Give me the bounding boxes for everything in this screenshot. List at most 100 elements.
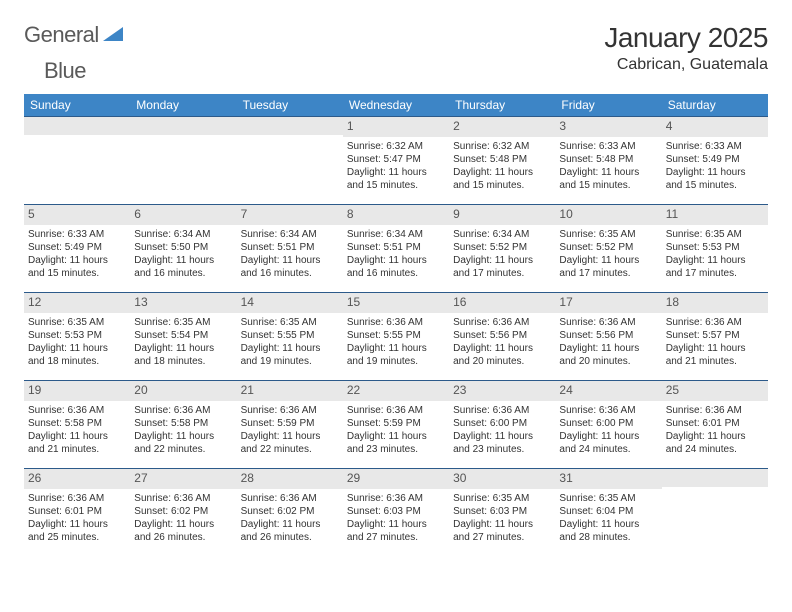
day-cell: 11Sunrise: 6:35 AMSunset: 5:53 PMDayligh…: [662, 205, 768, 293]
calendar-table: SundayMondayTuesdayWednesdayThursdayFrid…: [24, 94, 768, 557]
sunset-line: Sunset: 5:49 PM: [28, 241, 126, 254]
day-cell: 5Sunrise: 6:33 AMSunset: 5:49 PMDaylight…: [24, 205, 130, 293]
day-cell: 6Sunrise: 6:34 AMSunset: 5:50 PMDaylight…: [130, 205, 236, 293]
daylight-line: Daylight: 11 hours and 26 minutes.: [241, 518, 339, 544]
day-cell: 12 Sunrise: 6:35 AMSunset: 5:53 PMDayligh…: [24, 293, 130, 381]
day-number: 15: [343, 293, 449, 313]
weekday-header-row: SundayMondayTuesdayWednesdayThursdayFrid…: [24, 94, 768, 117]
daylight-line: Daylight: 11 hours and 20 minutes.: [453, 342, 551, 368]
page-title: January 2025: [604, 22, 768, 54]
day-number: 4: [662, 117, 768, 137]
day-number: 16: [449, 293, 555, 313]
weekday-header: Thursday: [449, 94, 555, 117]
day-number: 17: [555, 293, 661, 313]
sunrise-line: Sunrise: 6:36 AM: [666, 404, 764, 417]
sunset-line: Sunset: 6:00 PM: [453, 417, 551, 430]
daylight-line: Daylight: 11 hours and 19 minutes.: [347, 342, 445, 368]
day-number: 7: [237, 205, 343, 225]
empty-day-header: [237, 117, 343, 135]
day-number: 12: [24, 293, 130, 313]
weekday-header: Sunday: [24, 94, 130, 117]
logo-text-b: Blue: [44, 58, 86, 83]
sunset-line: Sunset: 6:01 PM: [666, 417, 764, 430]
day-number: 29: [343, 469, 449, 489]
day-cell: [237, 117, 343, 205]
daylight-line: Daylight: 11 hours and 18 minutes.: [28, 342, 126, 368]
day-cell: 8Sunrise: 6:34 AMSunset: 5:51 PMDaylight…: [343, 205, 449, 293]
sunset-line: Sunset: 5:59 PM: [347, 417, 445, 430]
day-number: 23: [449, 381, 555, 401]
sunset-line: Sunset: 5:48 PM: [559, 153, 657, 166]
sunrise-line: Sunrise: 6:35 AM: [28, 316, 126, 329]
sunrise-line: Sunrise: 6:36 AM: [559, 404, 657, 417]
sunrise-line: Sunrise: 6:34 AM: [241, 228, 339, 241]
sunrise-line: Sunrise: 6:35 AM: [134, 316, 232, 329]
day-number: 3: [555, 117, 661, 137]
day-cell: 27Sunrise: 6:36 AMSunset: 6:02 PMDayligh…: [130, 469, 236, 557]
sunset-line: Sunset: 6:02 PM: [241, 505, 339, 518]
day-cell: 31Sunrise: 6:35 AMSunset: 6:04 PMDayligh…: [555, 469, 661, 557]
sunrise-line: Sunrise: 6:35 AM: [453, 492, 551, 505]
sunset-line: Sunset: 5:56 PM: [453, 329, 551, 342]
daylight-line: Daylight: 11 hours and 27 minutes.: [453, 518, 551, 544]
week-row: 5Sunrise: 6:33 AMSunset: 5:49 PMDaylight…: [24, 205, 768, 293]
daylight-line: Daylight: 11 hours and 15 minutes.: [666, 166, 764, 192]
sunset-line: Sunset: 5:55 PM: [347, 329, 445, 342]
day-cell: 28Sunrise: 6:36 AMSunset: 6:02 PMDayligh…: [237, 469, 343, 557]
sunrise-line: Sunrise: 6:36 AM: [134, 404, 232, 417]
sunrise-line: Sunrise: 6:35 AM: [241, 316, 339, 329]
sunset-line: Sunset: 5:57 PM: [666, 329, 764, 342]
daylight-line: Daylight: 11 hours and 27 minutes.: [347, 518, 445, 544]
week-row: 26Sunrise: 6:36 AMSunset: 6:01 PMDayligh…: [24, 469, 768, 557]
daylight-line: Daylight: 11 hours and 21 minutes.: [28, 430, 126, 456]
sunrise-line: Sunrise: 6:35 AM: [559, 492, 657, 505]
day-cell: 25Sunrise: 6:36 AMSunset: 6:01 PMDayligh…: [662, 381, 768, 469]
daylight-line: Daylight: 11 hours and 21 minutes.: [666, 342, 764, 368]
sunrise-line: Sunrise: 6:36 AM: [241, 492, 339, 505]
daylight-line: Daylight: 11 hours and 16 minutes.: [347, 254, 445, 280]
daylight-line: Daylight: 11 hours and 15 minutes.: [347, 166, 445, 192]
day-cell: 14Sunrise: 6:35 AMSunset: 5:55 PMDayligh…: [237, 293, 343, 381]
daylight-line: Daylight: 11 hours and 18 minutes.: [134, 342, 232, 368]
day-cell: 20Sunrise: 6:36 AMSunset: 5:58 PMDayligh…: [130, 381, 236, 469]
day-cell: 3Sunrise: 6:33 AMSunset: 5:48 PMDaylight…: [555, 117, 661, 205]
daylight-line: Daylight: 11 hours and 15 minutes.: [453, 166, 551, 192]
sunset-line: Sunset: 5:52 PM: [559, 241, 657, 254]
weekday-header: Saturday: [662, 94, 768, 117]
sunrise-line: Sunrise: 6:34 AM: [453, 228, 551, 241]
sunrise-line: Sunrise: 6:32 AM: [453, 140, 551, 153]
day-number: 11: [662, 205, 768, 225]
daylight-line: Daylight: 11 hours and 23 minutes.: [453, 430, 551, 456]
sunset-line: Sunset: 5:51 PM: [241, 241, 339, 254]
weekday-header: Wednesday: [343, 94, 449, 117]
day-cell: 9Sunrise: 6:34 AMSunset: 5:52 PMDaylight…: [449, 205, 555, 293]
sunrise-line: Sunrise: 6:36 AM: [28, 492, 126, 505]
daylight-line: Daylight: 11 hours and 23 minutes.: [347, 430, 445, 456]
daylight-line: Daylight: 11 hours and 17 minutes.: [453, 254, 551, 280]
logo-text-a: General: [24, 22, 99, 48]
day-number: 1: [343, 117, 449, 137]
sunrise-line: Sunrise: 6:36 AM: [559, 316, 657, 329]
sunset-line: Sunset: 5:53 PM: [28, 329, 126, 342]
day-cell: 30Sunrise: 6:35 AMSunset: 6:03 PMDayligh…: [449, 469, 555, 557]
sunrise-line: Sunrise: 6:35 AM: [559, 228, 657, 241]
day-number: 26: [24, 469, 130, 489]
day-number: 10: [555, 205, 661, 225]
day-cell: 17Sunrise: 6:36 AMSunset: 5:56 PMDayligh…: [555, 293, 661, 381]
day-cell: 15Sunrise: 6:36 AMSunset: 5:55 PMDayligh…: [343, 293, 449, 381]
location-label: Cabrican, Guatemala: [604, 56, 768, 74]
sunrise-line: Sunrise: 6:36 AM: [347, 404, 445, 417]
day-number: 24: [555, 381, 661, 401]
day-number: 18: [662, 293, 768, 313]
sunrise-line: Sunrise: 6:36 AM: [453, 316, 551, 329]
sunrise-line: Sunrise: 6:36 AM: [453, 404, 551, 417]
sunrise-line: Sunrise: 6:35 AM: [666, 228, 764, 241]
sunset-line: Sunset: 5:58 PM: [134, 417, 232, 430]
day-cell: [24, 117, 130, 205]
daylight-line: Daylight: 11 hours and 15 minutes.: [559, 166, 657, 192]
day-cell: 2Sunrise: 6:32 AMSunset: 5:48 PMDaylight…: [449, 117, 555, 205]
sunset-line: Sunset: 6:00 PM: [559, 417, 657, 430]
daylight-line: Daylight: 11 hours and 22 minutes.: [134, 430, 232, 456]
sunrise-line: Sunrise: 6:36 AM: [28, 404, 126, 417]
sunrise-line: Sunrise: 6:36 AM: [347, 492, 445, 505]
